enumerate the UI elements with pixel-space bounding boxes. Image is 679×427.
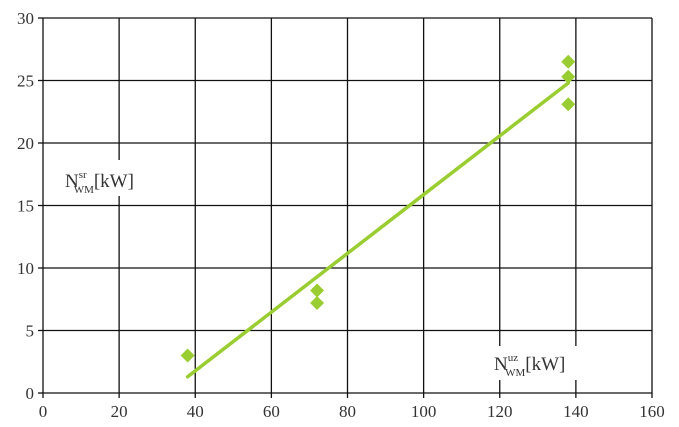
y-tick-label: 30 [17, 9, 34, 28]
y-tick-label: 10 [17, 259, 34, 278]
data-points [180, 54, 576, 363]
data-point [180, 348, 195, 363]
data-point [561, 97, 576, 112]
y-axis-label-unit: [kW] [94, 171, 134, 192]
trend-line-group [185, 81, 571, 379]
y-tick-label: 5 [26, 322, 35, 341]
x-axis-label-main: N [494, 354, 508, 375]
x-tick-label: 20 [111, 402, 128, 421]
y-axis-label-sup: sr [79, 169, 87, 181]
data-point [310, 283, 325, 298]
x-tick-label: 160 [639, 402, 665, 421]
x-tick-label: 40 [187, 402, 204, 421]
x-axis-label: Nuz WM[kW] [494, 352, 565, 379]
y-tick-label: 25 [17, 72, 34, 91]
x-axis-label-bg [490, 346, 590, 380]
y-tick-label: 0 [26, 384, 35, 403]
trend-line [185, 81, 571, 379]
y-tick-label: 15 [17, 197, 34, 216]
y-axis-label: Nsr WM[kW] [65, 169, 134, 196]
x-tick-label: 60 [263, 402, 280, 421]
data-point [561, 69, 576, 84]
x-tick-label: 140 [563, 402, 589, 421]
x-tick-label: 120 [487, 402, 513, 421]
x-axis-label-sub: WM [505, 367, 525, 379]
x-tick-label: 80 [339, 402, 356, 421]
x-tick-label: 0 [39, 402, 48, 421]
x-axis-label-unit: [kW] [525, 354, 565, 375]
x-tick-label: 100 [411, 402, 437, 421]
y-tick-labels: 0 5 10 15 20 25 30 [17, 9, 34, 403]
data-point [310, 296, 325, 310]
y-tick-label: 20 [17, 134, 34, 153]
y-axis-label-sub: WM [74, 184, 94, 196]
y-axis-label-main: N [65, 171, 79, 192]
y-axis-label-bg [58, 160, 168, 196]
x-axis-label-sup: uz [508, 352, 519, 364]
data-point [561, 54, 576, 69]
grid-lines [38, 17, 653, 398]
x-tick-labels: 0 20 40 60 80 100 120 140 160 [39, 402, 665, 421]
